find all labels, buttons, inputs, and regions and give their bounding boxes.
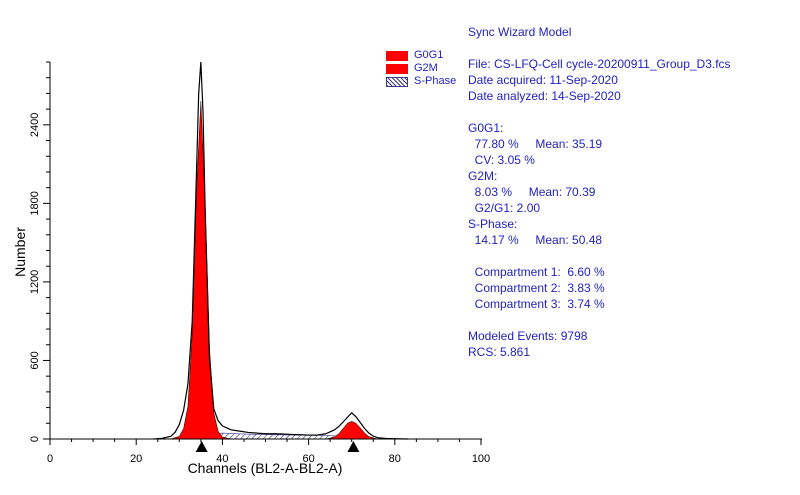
compartment-1: Compartment 1: 6.60 % [468, 265, 605, 279]
legend-swatch-g0g1 [386, 50, 408, 61]
rcs-value: RCS: 5.861 [468, 345, 531, 359]
compartment-2: Compartment 2: 3.83 % [468, 281, 605, 295]
legend-label-g0g1: G0G1 [414, 49, 444, 61]
peak-marker-triangle [195, 441, 208, 452]
report-file: File: CS-LFQ-Cell cycle-20200911_Group_D… [468, 57, 731, 71]
peak-markers [195, 441, 360, 452]
g0g1-stats: 77.80 % Mean: 35.19 [468, 137, 603, 151]
g0g1-area [170, 101, 232, 440]
data-histogram-line [153, 61, 408, 440]
legend-swatch-s-phase [386, 76, 408, 87]
x-tick-label: 0 [47, 453, 53, 465]
g0g1-header: G0G1: [468, 121, 504, 135]
y-tick-label: 0 [29, 436, 41, 442]
report-title: Sync Wizard Model [468, 25, 572, 39]
y-axis-label: Number [12, 227, 28, 277]
peak-marker-triangle [347, 441, 360, 452]
legend-item-g0g1: G0G1 [386, 49, 456, 62]
x-tick-label: 40 [216, 453, 228, 465]
legend-label-g2m: G2M [414, 62, 438, 74]
x-tick-label: 100 [472, 453, 490, 465]
g2m-area [325, 421, 378, 440]
x-tick-label: 60 [302, 453, 314, 465]
chart-legend: G0G1 G2M S-Phase [386, 49, 456, 88]
y-tick-label: 600 [29, 351, 41, 369]
g2m-stats: 8.03 % Mean: 70.39 [468, 185, 596, 199]
compartment-3: Compartment 3: 3.74 % [468, 297, 605, 311]
y-ticks: 0 600 1200 1800 2400 [29, 61, 50, 442]
sphase-stats: 14.17 % Mean: 50.48 [468, 233, 603, 247]
g2m-ratio: G2/G1: 2.00 [468, 201, 541, 215]
axes-group [49, 62, 482, 440]
x-tick-label: 80 [389, 453, 401, 465]
x-ticks: 0 20 40 60 80 100 [47, 439, 490, 465]
g0g1-cv: CV: 3.05 % [468, 153, 535, 167]
legend-item-g2m: G2M [386, 62, 456, 75]
analysis-report: Sync Wizard Model File: CS-LFQ-Cell cycl… [468, 24, 793, 360]
y-tick-label: 1200 [29, 270, 41, 294]
data-line-group [153, 61, 408, 440]
modeled-events: Modeled Events: 9798 [468, 329, 588, 343]
x-tick-label: 20 [130, 453, 142, 465]
x-axis-label: Channels (BL2-A-BL2-A) [188, 460, 343, 476]
sphase-header: S-Phase: [468, 217, 518, 231]
y-tick-label: 2400 [29, 113, 41, 137]
series-fills [170, 101, 378, 440]
legend-item-s-phase: S-Phase [386, 75, 456, 88]
legend-swatch-g2m [386, 63, 408, 74]
report-date-analyzed: Date analyzed: 14-Sep-2020 [468, 89, 621, 103]
report-date-acquired: Date acquired: 11-Sep-2020 [468, 73, 618, 87]
y-tick-label: 1800 [29, 191, 41, 215]
g2m-header: G2M: [468, 169, 498, 183]
legend-label-s-phase: S-Phase [414, 75, 457, 87]
